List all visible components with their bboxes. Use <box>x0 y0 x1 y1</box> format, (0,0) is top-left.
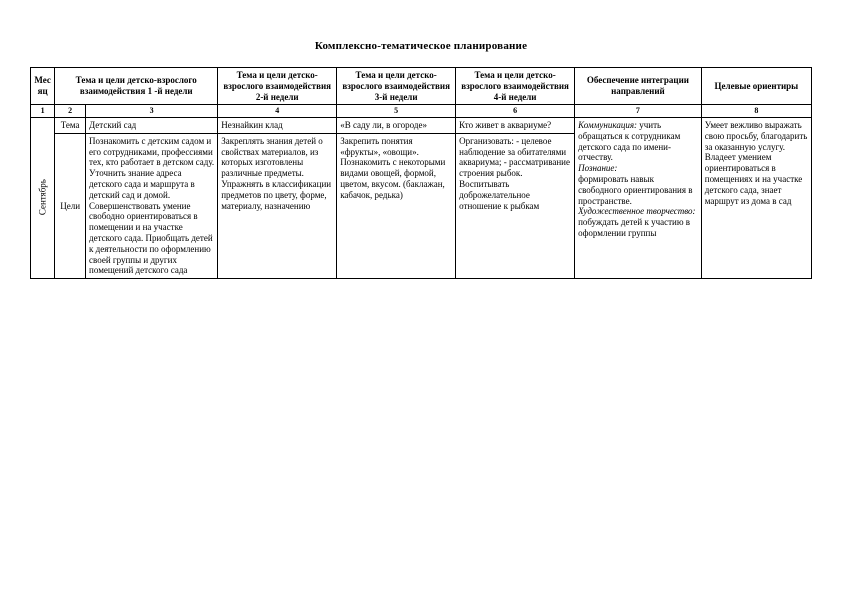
colnum-2: 2 <box>55 105 86 118</box>
planning-table: Месяц Тема и цели детско-взрослого взаим… <box>30 67 812 279</box>
colnum-7: 7 <box>575 105 702 118</box>
colnum-4: 4 <box>218 105 337 118</box>
header-row: Месяц Тема и цели детско-взрослого взаим… <box>31 68 812 105</box>
celi-w1: Познакомить с детским садом и его сотруд… <box>86 133 218 278</box>
celi-label: Цели <box>55 133 86 278</box>
tema-row: Сентябрь Тема Детский сад Незнайкин клад… <box>31 117 812 133</box>
number-row: 1 2 3 4 5 6 7 8 <box>31 105 812 118</box>
tema-w3: «В саду ли, в огороде» <box>337 117 456 133</box>
colnum-5: 5 <box>337 105 456 118</box>
integration-cell: Коммуникация: учить обращаться к сотрудн… <box>575 117 702 278</box>
colnum-1: 1 <box>31 105 55 118</box>
tema-label: Тема <box>55 117 86 133</box>
celi-w3: Закрепить понятия «фрукты», «овощи». Поз… <box>337 133 456 278</box>
page-title: Комплексно-тематическое планирование <box>30 40 812 52</box>
integration-t2: формировать навык свободного ориентирова… <box>578 174 692 206</box>
colnum-6: 6 <box>456 105 575 118</box>
integration-t3: побуждать детей к участию в оформлении г… <box>578 217 690 238</box>
month-cell: Сентябрь <box>31 117 55 278</box>
celi-w2: Закреплять знания детей о свойствах мате… <box>218 133 337 278</box>
tema-w2: Незнайкин клад <box>218 117 337 133</box>
tema-w1: Детский сад <box>86 117 218 133</box>
celi-w4: Организовать: - целевое наблюдение за об… <box>456 133 575 278</box>
integration-h1: Коммуникация: <box>578 120 637 130</box>
header-week3: Тема и цели детско-взрослого взаимодейст… <box>337 68 456 105</box>
tema-w4: Кто живет в аквариуме? <box>456 117 575 133</box>
header-week1: Тема и цели детско-взрослого взаимодейст… <box>55 68 218 105</box>
colnum-8: 8 <box>701 105 811 118</box>
integration-h2: Познание: <box>578 163 617 173</box>
header-integration: Обеспечение интеграции направлений <box>575 68 702 105</box>
header-week4: Тема и цели детско-взрослого взаимодейст… <box>456 68 575 105</box>
header-targets: Целевые ориентиры <box>701 68 811 105</box>
targets-cell: Умеет вежливо выражать свою просьбу, бла… <box>701 117 811 278</box>
header-month: Месяц <box>31 68 55 105</box>
colnum-3: 3 <box>86 105 218 118</box>
integration-h3: Художественное творчество: <box>578 206 695 216</box>
header-week2: Тема и цели детско-взрослого взаимодейст… <box>218 68 337 105</box>
